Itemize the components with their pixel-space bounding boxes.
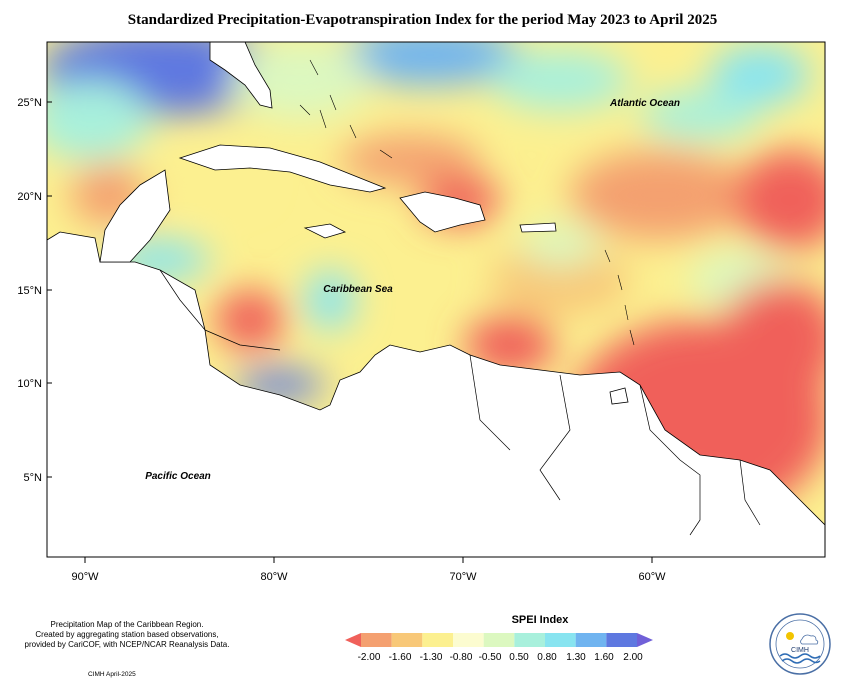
cloud-icon bbox=[800, 634, 819, 645]
legend-tick: 2.00 bbox=[623, 652, 643, 663]
legend-swatch bbox=[545, 633, 576, 647]
lat-label: 10°N bbox=[17, 378, 42, 390]
legend-swatch bbox=[575, 633, 607, 647]
legend-colorbar bbox=[345, 633, 653, 647]
legend-swatch bbox=[422, 633, 453, 647]
cimh-logo: CIMH bbox=[769, 613, 831, 675]
legend-swatch bbox=[345, 633, 361, 647]
land bbox=[47, 42, 825, 557]
credit-line: provided by CariCOF, with NCEP/NCAR Rean… bbox=[24, 640, 230, 649]
legend-swatch bbox=[453, 633, 484, 647]
credit-line: Precipitation Map of the Caribbean Regio… bbox=[50, 620, 204, 629]
legend-tick: -0.50 bbox=[478, 652, 502, 663]
logo-text: CIMH bbox=[791, 647, 809, 654]
lon-label: 80°W bbox=[260, 571, 288, 583]
legend-swatch bbox=[483, 633, 515, 647]
sun-icon bbox=[786, 632, 794, 640]
borders bbox=[159, 269, 761, 536]
lat-label: 25°N bbox=[17, 97, 42, 109]
publication-date: CIMH April-2025 bbox=[88, 671, 136, 678]
legend-swatch bbox=[391, 633, 423, 647]
lat-label: 20°N bbox=[17, 191, 42, 203]
lon-label: 70°W bbox=[449, 571, 477, 583]
lat-label: 5°N bbox=[24, 472, 43, 484]
atlantic-ocean-label: Atlantic Ocean bbox=[609, 98, 680, 109]
legend-tick: 1.30 bbox=[566, 652, 586, 663]
lon-label: 90°W bbox=[71, 571, 99, 583]
data-credit: Precipitation Map of the Caribbean Regio… bbox=[14, 620, 240, 650]
latitude-axis: 25°N 20°N 15°N 10°N 5°N bbox=[17, 97, 52, 484]
credit-line: Created by aggregating station based obs… bbox=[35, 630, 219, 639]
legend-tick: -1.60 bbox=[388, 652, 412, 663]
legend-swatch bbox=[361, 633, 392, 647]
map-frame bbox=[46, 41, 826, 558]
legend-tick: 0.80 bbox=[537, 652, 557, 663]
legend-swatch bbox=[514, 633, 545, 647]
legend-tick: -0.80 bbox=[449, 652, 473, 663]
legend-tick: 1.60 bbox=[594, 652, 614, 663]
islands bbox=[299, 59, 635, 346]
legend-tick: 0.50 bbox=[509, 652, 529, 663]
legend-swatch bbox=[637, 633, 653, 647]
caribbean-sea-label: Caribbean Sea bbox=[323, 284, 393, 295]
pacific-ocean-label: Pacific Ocean bbox=[145, 471, 211, 482]
longitude-axis: 90°W 80°W 70°W 60°W bbox=[71, 557, 666, 583]
legend-tick: -1.30 bbox=[419, 652, 443, 663]
legend-swatch bbox=[606, 633, 637, 647]
lat-label: 15°N bbox=[17, 285, 42, 297]
legend-tick: -2.00 bbox=[357, 652, 381, 663]
lon-label: 60°W bbox=[638, 571, 666, 583]
legend-title: SPEI Index bbox=[511, 614, 569, 626]
spei-field: Atlantic Ocean Caribbean Sea Pacific Oce… bbox=[47, 42, 825, 557]
map-title: Standardized Precipitation-Evapotranspir… bbox=[127, 12, 718, 28]
